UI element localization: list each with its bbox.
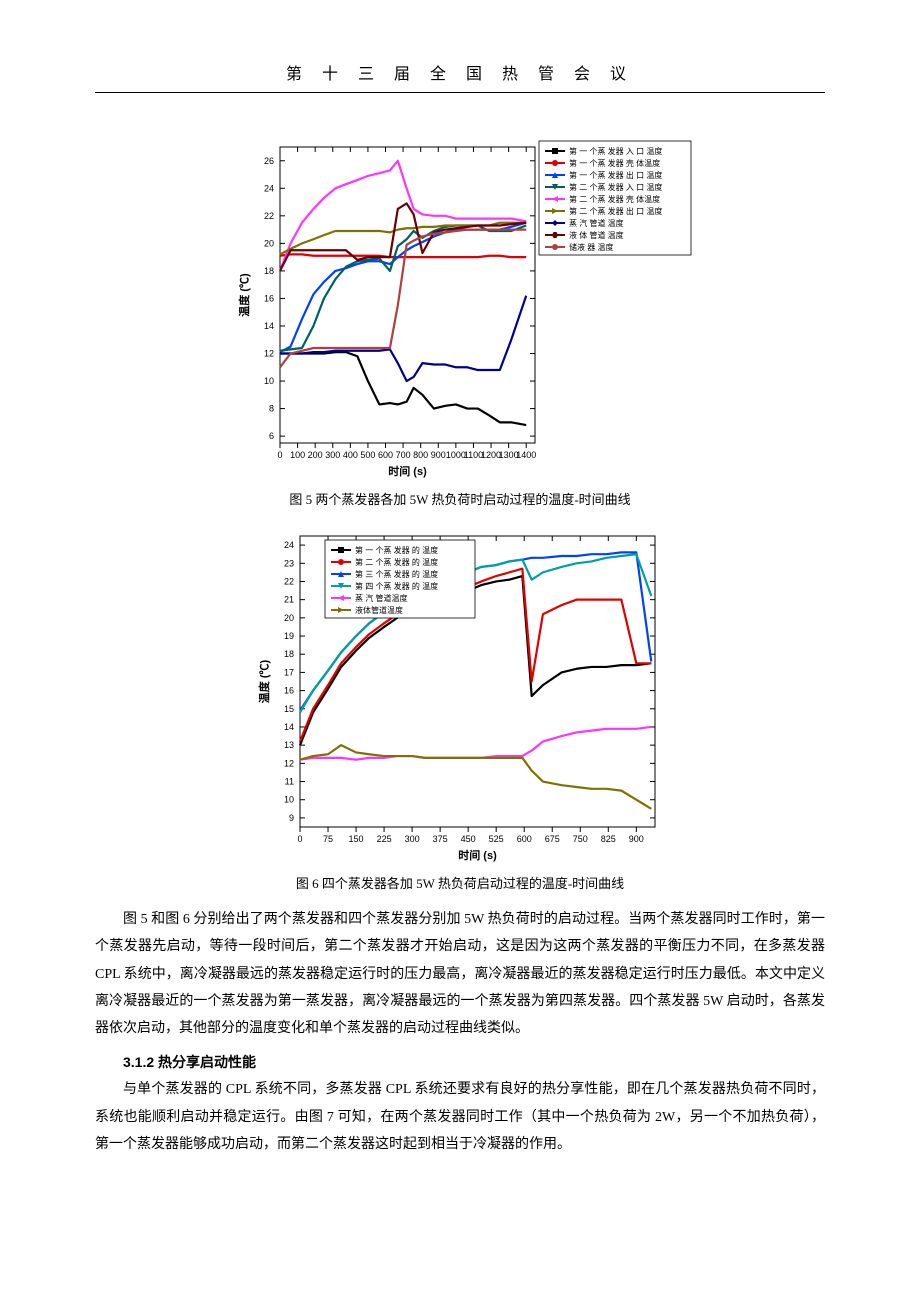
svg-text:第 四 个蒸 发器 的 温度: 第 四 个蒸 发器 的 温度 xyxy=(355,581,438,591)
svg-text:200: 200 xyxy=(308,450,323,460)
svg-text:第 一 个蒸 发器 壳 体温度: 第 一 个蒸 发器 壳 体温度 xyxy=(569,158,660,168)
svg-text:100: 100 xyxy=(290,450,305,460)
svg-text:10: 10 xyxy=(284,795,294,805)
svg-text:第 一 个蒸 发器 的 温度: 第 一 个蒸 发器 的 温度 xyxy=(355,545,438,555)
svg-text:450: 450 xyxy=(461,834,476,844)
svg-text:蒸 汽 管道温度: 蒸 汽 管道温度 xyxy=(355,593,407,603)
svg-text:675: 675 xyxy=(545,834,560,844)
svg-text:9: 9 xyxy=(289,813,294,823)
svg-text:900: 900 xyxy=(431,450,446,460)
svg-text:第 二 个蒸 发器 入 口 温度: 第 二 个蒸 发器 入 口 温度 xyxy=(569,182,662,192)
svg-text:24: 24 xyxy=(264,183,274,193)
svg-text:第 二 个蒸 发器 的 温度: 第 二 个蒸 发器 的 温度 xyxy=(355,557,438,567)
svg-text:第 一 个蒸 发器 出 口 温度: 第 一 个蒸 发器 出 口 温度 xyxy=(569,170,662,180)
svg-text:11: 11 xyxy=(285,777,294,787)
svg-text:150: 150 xyxy=(349,834,364,844)
svg-text:400: 400 xyxy=(343,450,358,460)
svg-text:26: 26 xyxy=(264,156,274,166)
svg-text:23: 23 xyxy=(284,558,294,568)
svg-text:700: 700 xyxy=(396,450,411,460)
figure-6-caption: 图 6 四个蒸发器各加 5W 热负荷启动过程的温度-时间曲线 xyxy=(95,873,825,892)
svg-text:18: 18 xyxy=(264,266,274,276)
svg-text:300: 300 xyxy=(325,450,340,460)
subhead-3-1-2: 3.1.2 热分享启动性能 xyxy=(95,1052,825,1072)
figure-6: 0 75 150 225 300 375 450 525 600 675 750 825 900 9 10 1… xyxy=(95,522,825,867)
svg-text:第 一 个蒸 发器 入 口 温度: 第 一 个蒸 发器 入 口 温度 xyxy=(569,146,662,156)
svg-text:19: 19 xyxy=(284,631,294,641)
svg-text:0: 0 xyxy=(297,834,302,844)
svg-text:液体管道温度: 液体管道温度 xyxy=(355,605,403,615)
svg-text:温度 (℃): 温度 (℃) xyxy=(257,659,271,703)
figure-5: 0100200300400500600700800900100011001200… xyxy=(95,133,825,483)
svg-text:储液 器 温度: 储液 器 温度 xyxy=(569,242,613,252)
paragraph-1: 图 5 和图 6 分别给出了两个蒸发器和四个蒸发器分别加 5W 热负荷时的启动过… xyxy=(95,906,825,1042)
svg-text:10: 10 xyxy=(264,376,274,386)
svg-text:12: 12 xyxy=(264,349,274,359)
svg-text:6: 6 xyxy=(269,431,274,441)
svg-text:0: 0 xyxy=(277,450,282,460)
svg-text:300: 300 xyxy=(405,834,420,844)
svg-text:825: 825 xyxy=(601,834,616,844)
svg-text:75: 75 xyxy=(323,834,333,844)
svg-text:温度 (℃): 温度 (℃) xyxy=(237,273,251,317)
svg-text:16: 16 xyxy=(284,686,294,696)
svg-text:12: 12 xyxy=(284,758,294,768)
svg-text:8: 8 xyxy=(269,404,274,414)
svg-text:750: 750 xyxy=(573,834,588,844)
svg-text:时间 (s): 时间 (s) xyxy=(388,464,427,478)
svg-text:时间 (s): 时间 (s) xyxy=(458,848,497,862)
svg-text:375: 375 xyxy=(433,834,448,844)
svg-text:第 三 个蒸 发器 的 温度: 第 三 个蒸 发器 的 温度 xyxy=(355,569,438,579)
figure-6-svg: 0 75 150 225 300 375 450 525 600 675 750 825 900 9 10 1… xyxy=(245,522,675,867)
svg-text:14: 14 xyxy=(284,722,294,732)
svg-text:20: 20 xyxy=(264,238,274,248)
svg-text:14: 14 xyxy=(264,321,274,331)
svg-text:1400: 1400 xyxy=(516,450,536,460)
svg-text:22: 22 xyxy=(264,211,274,221)
svg-text:蒸 汽 管道 温度: 蒸 汽 管道 温度 xyxy=(569,218,624,228)
svg-text:24: 24 xyxy=(284,540,294,550)
svg-text:13: 13 xyxy=(284,740,294,750)
svg-text:225: 225 xyxy=(377,834,392,844)
figure-5-svg: 0100200300400500600700800900100011001200… xyxy=(225,133,695,483)
svg-text:18: 18 xyxy=(284,649,294,659)
svg-text:第 二 个蒸 发器 壳 体温度: 第 二 个蒸 发器 壳 体温度 xyxy=(569,194,660,204)
svg-text:22: 22 xyxy=(284,576,294,586)
svg-text:600: 600 xyxy=(517,834,532,844)
figure-5-caption: 图 5 两个蒸发器各加 5W 热负荷时启动过程的温度-时间曲线 xyxy=(95,489,825,508)
paragraph-2: 与单个蒸发器的 CPL 系统不同，多蒸发器 CPL 系统还要求有良好的热分享性能… xyxy=(95,1076,825,1158)
svg-text:液 体 管道 温度: 液 体 管道 温度 xyxy=(569,230,624,240)
svg-text:15: 15 xyxy=(284,704,294,714)
svg-text:800: 800 xyxy=(413,450,428,460)
svg-text:525: 525 xyxy=(489,834,504,844)
svg-text:第 二 个蒸 发器 出 口 温度: 第 二 个蒸 发器 出 口 温度 xyxy=(569,206,662,216)
svg-text:500: 500 xyxy=(360,450,375,460)
svg-text:21: 21 xyxy=(284,595,294,605)
svg-text:20: 20 xyxy=(284,613,294,623)
svg-text:600: 600 xyxy=(378,450,393,460)
svg-text:900: 900 xyxy=(629,834,644,844)
svg-text:16: 16 xyxy=(264,293,274,303)
header-rule xyxy=(95,92,825,93)
page-header: 第 十 三 届 全 国 热 管 会 议 xyxy=(95,60,825,84)
svg-text:17: 17 xyxy=(284,667,294,677)
